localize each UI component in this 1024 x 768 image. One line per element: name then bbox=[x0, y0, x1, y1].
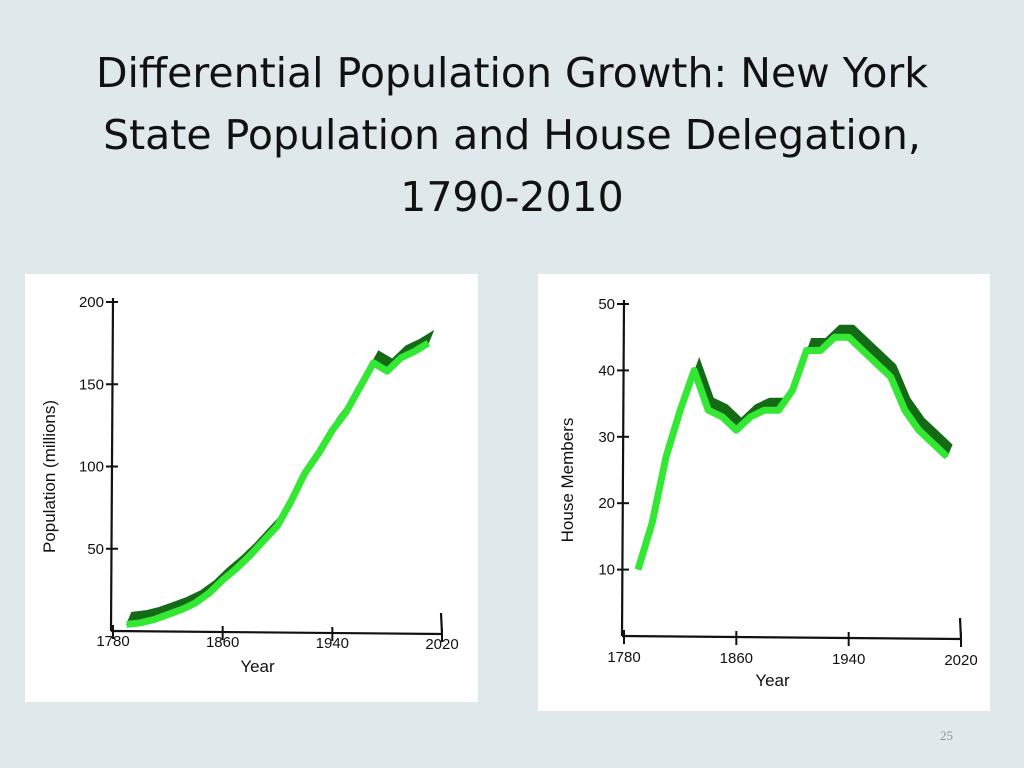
house-ytick-label-20: 20 bbox=[598, 495, 615, 512]
pop-ytick-label-100: 100 bbox=[79, 459, 104, 476]
slide-title: Differential Population Growth: New York… bbox=[95, 49, 929, 221]
slide-number: 25 bbox=[940, 728, 953, 743]
pop-x-axis-label: Year bbox=[240, 657, 275, 676]
house-y-axis-label: House Members bbox=[558, 418, 577, 543]
pop-y-axis-label: Population (millions) bbox=[40, 400, 59, 553]
pop-x-axis bbox=[110, 629, 443, 636]
house-x-axis-label: Year bbox=[755, 671, 790, 690]
pop-series-line bbox=[126, 340, 431, 628]
pop-ytick-label-150: 150 bbox=[79, 376, 104, 393]
house-ytick-label-10: 10 bbox=[598, 562, 615, 579]
house-xtick-label-1860: 1860 bbox=[720, 650, 753, 667]
house-members-chart: 10 20 30 40 50 1780 1860 1940 2020 Year House Memb… bbox=[558, 296, 978, 690]
population-chart: 50 100 150 200 1780 1860 1940 2020 Year Populatio… bbox=[40, 294, 459, 676]
pop-xtick-label-1780: 1780 bbox=[96, 633, 129, 650]
house-series-line bbox=[634, 333, 950, 571]
pop-xtick-label-1860: 1860 bbox=[206, 634, 239, 651]
house-chart-panel: 10 20 30 40 50 1780 1860 1940 2020 Year House Memb… bbox=[538, 274, 990, 711]
house-xtick-label-1780: 1780 bbox=[607, 649, 640, 666]
house-ytick-label-50: 50 bbox=[598, 296, 615, 313]
population-chart-panel: 50 100 150 200 1780 1860 1940 2020 Year Populatio… bbox=[25, 274, 478, 702]
pop-ytick-label-50: 50 bbox=[87, 541, 104, 558]
house-y-axis bbox=[620, 299, 626, 637]
pop-ytick-label-200: 200 bbox=[79, 294, 104, 311]
house-x-axis bbox=[621, 634, 962, 641]
pop-y-axis bbox=[109, 297, 115, 632]
house-ytick-label-30: 30 bbox=[598, 429, 615, 446]
house-series-ribbon-back bbox=[637, 324, 953, 570]
pop-series-ribbon-back bbox=[125, 329, 435, 625]
house-xtick-label-1940: 1940 bbox=[832, 651, 865, 668]
house-xtick-label-2020: 2020 bbox=[944, 652, 977, 669]
pop-xtick-label-2020: 2020 bbox=[425, 636, 458, 653]
pop-xtick-label-1940: 1940 bbox=[316, 635, 349, 652]
house-ytick-label-40: 40 bbox=[598, 362, 615, 379]
